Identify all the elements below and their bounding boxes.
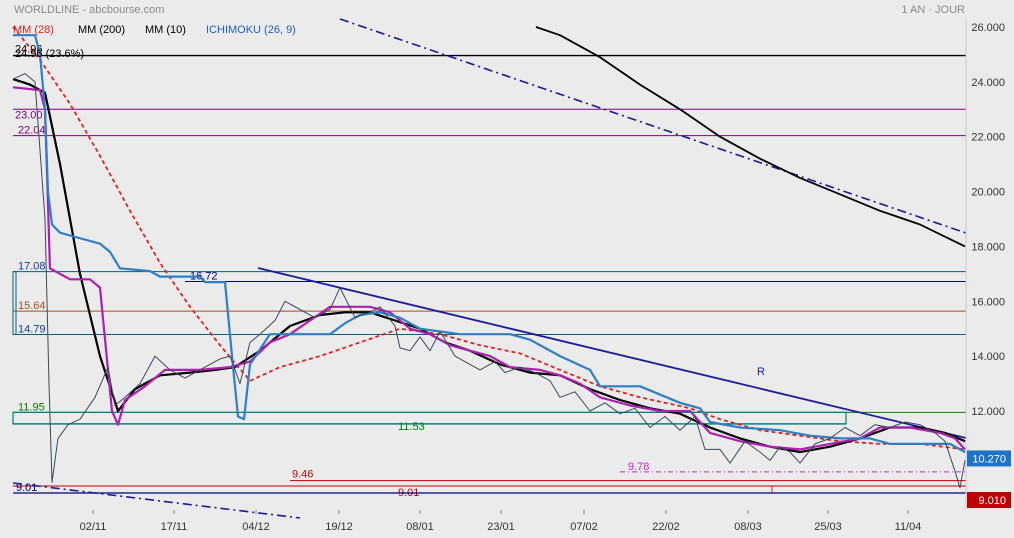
price-tag[interactable] (967, 450, 1011, 467)
level-label-3: 17.08 (18, 261, 46, 273)
level-label-4: 16.72 (190, 271, 218, 283)
level-label-6: 14.79 (18, 323, 46, 335)
level-label-8: 11.53 (398, 421, 425, 433)
y-tick-label-3: 20.000 (971, 187, 1005, 199)
x-tick-label-10: 11/04 (895, 521, 922, 533)
resistance-annotation: R (757, 366, 765, 378)
series-line-3[interactable] (12, 86, 966, 451)
x-tick-label-6: 07/02 (570, 521, 598, 533)
x-tick-label-5: 23/01 (487, 521, 515, 533)
x-tick-label-2: 04/12 (242, 521, 270, 533)
level-label-9: 9.78 (628, 461, 649, 473)
y-axis: 26.000 24.000 22.000 20.000 18.000 16.000 14.0… (965, 18, 1011, 510)
series-lines (12, 26, 966, 489)
y-tick-label-7: 12.000 (971, 406, 1005, 418)
y-tick-label-5: 16.000 (971, 296, 1005, 308)
chart-header: WORLDLINE - abcbourse.com 1 AN · JOUR MM… (13, 4, 965, 60)
x-axis: 02/11 17/11 04/12 19/12 08/01 23/01 07/02 22/02… (80, 510, 922, 533)
price-tag-label: 10.270 (972, 453, 1006, 465)
y-tick-label-1: 24.000 (971, 77, 1005, 89)
level-label-5: 15.64 (18, 300, 46, 312)
x-tick-label-8: 08/03 (734, 521, 762, 533)
support-tag[interactable] (967, 492, 1011, 509)
consolidation-zone (12, 411, 847, 425)
y-tick-label-2: 22.000 (971, 132, 1005, 144)
y-tick-label-6: 14.000 (971, 351, 1005, 363)
period-label[interactable]: 1 AN · JOUR (901, 4, 965, 16)
x-tick-label-4: 08/01 (406, 521, 434, 533)
x-tick-label-1: 17/11 (161, 521, 188, 533)
legend-mm10[interactable]: MM (10) (145, 24, 186, 36)
series-line-4[interactable] (13, 34, 966, 454)
legend-ichimoku[interactable]: ICHIMOKU (26, 9) (206, 24, 296, 36)
y-tick-label-4: 18.000 (971, 241, 1005, 253)
resistance-trendline[interactable] (257, 267, 967, 439)
trend-lines (12, 18, 967, 519)
legend-mm28[interactable]: MM (28) (13, 24, 54, 36)
source-title: WORLDLINE - abcbourse.com (14, 4, 164, 16)
fib-label: 24.96 (23.6%) (15, 48, 84, 60)
series-line-1[interactable] (12, 26, 966, 451)
y-tick-label-0: 26.000 (971, 22, 1005, 34)
legend-mm200[interactable]: MM (200) (78, 24, 125, 36)
x-tick-label-7: 22/02 (652, 521, 680, 533)
level-label-2: 22.04 (18, 125, 46, 137)
upper-channel-line[interactable] (339, 18, 967, 234)
x-tick-label-0: 02/11 (80, 521, 107, 533)
series-line-5[interactable] (12, 73, 966, 489)
level-label-1: 23.00 (15, 109, 43, 121)
level-label-7: 11.95 (18, 401, 45, 413)
series-line-0[interactable] (535, 26, 966, 248)
support-tag-label: 9.010 (978, 495, 1006, 507)
x-tick-label-9: 25/03 (814, 521, 842, 533)
level-label-10: 9.46 (292, 469, 313, 481)
level-label-0: 24.96 (15, 44, 43, 56)
zone-edge (12, 271, 17, 335)
x-tick-label-3: 19/12 (325, 521, 353, 533)
